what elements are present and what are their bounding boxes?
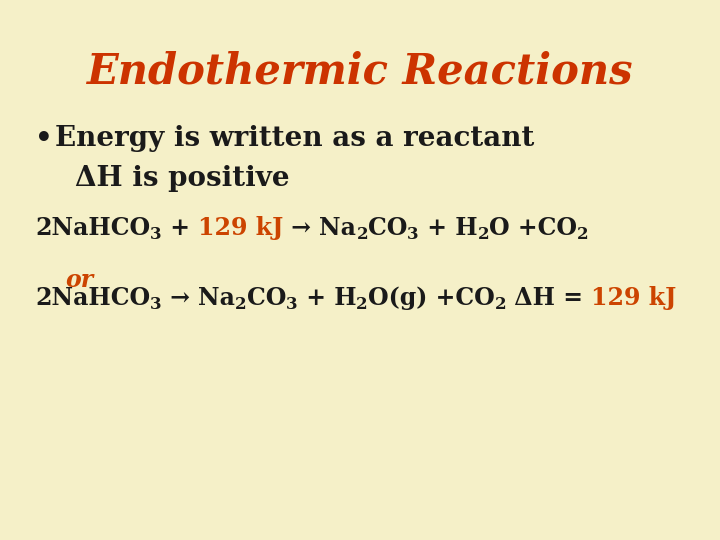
Text: + H: + H xyxy=(419,216,477,240)
Text: +: + xyxy=(162,216,198,240)
Text: 2: 2 xyxy=(495,296,506,313)
Text: 2: 2 xyxy=(356,226,368,243)
Text: →: → xyxy=(283,216,320,240)
Text: 2: 2 xyxy=(235,296,246,313)
Text: CO: CO xyxy=(246,286,286,310)
Text: CO: CO xyxy=(368,216,408,240)
Text: Energy is written as a reactant: Energy is written as a reactant xyxy=(55,125,534,152)
Text: 2: 2 xyxy=(577,226,589,243)
Text: 3: 3 xyxy=(150,296,162,313)
Text: →: → xyxy=(162,286,198,310)
Text: ΔH =: ΔH = xyxy=(506,286,591,310)
Text: Endothermic Reactions: Endothermic Reactions xyxy=(86,50,634,92)
Text: 129 kJ: 129 kJ xyxy=(198,216,283,240)
Text: 2NaHCO: 2NaHCO xyxy=(35,216,150,240)
Text: 2: 2 xyxy=(477,226,490,243)
Text: 2NaHCO: 2NaHCO xyxy=(35,286,150,310)
Text: + H: + H xyxy=(297,286,356,310)
Text: •: • xyxy=(35,125,53,152)
Text: Na: Na xyxy=(198,286,235,310)
Text: 3: 3 xyxy=(286,296,297,313)
Text: 3: 3 xyxy=(150,226,162,243)
Text: ΔH is positive: ΔH is positive xyxy=(75,165,289,192)
Text: 3: 3 xyxy=(408,226,419,243)
Text: O(g) +CO: O(g) +CO xyxy=(368,286,495,310)
Text: 2: 2 xyxy=(356,296,368,313)
Text: O +CO: O +CO xyxy=(490,216,577,240)
Text: Na: Na xyxy=(320,216,356,240)
Text: 129 kJ: 129 kJ xyxy=(591,286,677,310)
Text: or: or xyxy=(65,268,94,292)
